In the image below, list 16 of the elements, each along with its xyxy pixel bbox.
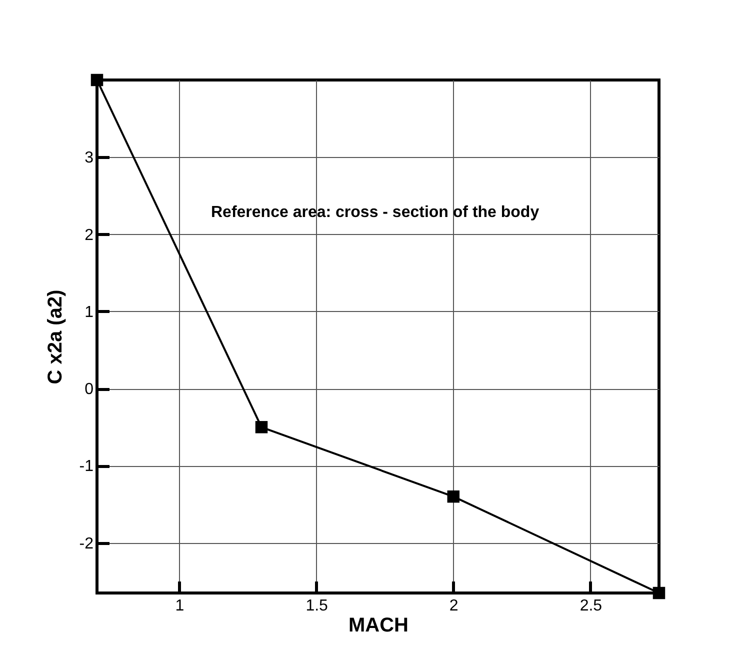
- y-tick-label: -1: [79, 458, 94, 476]
- x-tick-label: 1.5: [306, 598, 328, 614]
- point: [652, 586, 666, 600]
- y-tick-label: 3: [84, 150, 94, 167]
- y-tick-label: 2: [84, 226, 94, 244]
- point: [255, 421, 268, 434]
- x-tick-label: 2: [449, 598, 458, 614]
- point: [90, 74, 104, 86]
- y-tick-label: 1: [84, 304, 94, 321]
- point: [447, 490, 460, 503]
- x-tick-label: 1: [175, 598, 184, 614]
- y-axis-title: C x2a (a2): [44, 290, 66, 384]
- x-axis-title: MACH: [348, 614, 408, 636]
- y-tick-label: -2: [79, 535, 94, 552]
- y-tick-label: 0: [84, 381, 94, 398]
- x-tick-label: 2.5: [580, 598, 602, 614]
